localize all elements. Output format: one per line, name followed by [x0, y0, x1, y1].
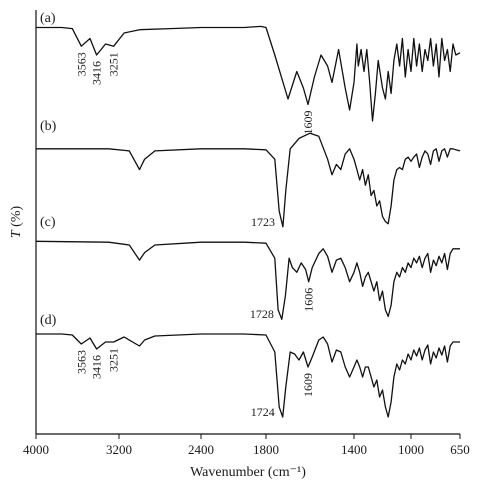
spectrum-trace-b — [36, 132, 461, 228]
spectrum-trace-d — [36, 333, 460, 418]
x-tick-label: 2400 — [188, 442, 214, 457]
x-tick-label: 1800 — [253, 442, 279, 457]
x-tick-label: 650 — [450, 442, 470, 457]
panel-label: (c) — [40, 215, 56, 230]
spectra-traces — [35, 25, 461, 418]
panel-label: (b) — [40, 119, 57, 134]
x-tick-label: 3200 — [106, 442, 132, 457]
panel-label: (a) — [40, 11, 56, 26]
plot-frame — [35, 10, 460, 435]
peak-label: 1609 — [301, 111, 315, 135]
panel-label: (d) — [40, 313, 57, 328]
x-tick-label: 4000 — [23, 442, 49, 457]
peak-label: 1606 — [302, 288, 316, 312]
peak-label: 1723 — [251, 215, 275, 229]
peak-label: 3563 — [74, 350, 88, 374]
peak-label: 1728 — [250, 307, 274, 321]
x-tick-label: 1000 — [398, 442, 424, 457]
peak-label: 3416 — [90, 355, 104, 379]
peak-label: 3251 — [107, 348, 121, 372]
x-tick-label: 1400 — [341, 442, 367, 457]
y-axis-label: T (%) — [9, 206, 24, 239]
x-axis-ticks: 4000 3200 2400 1800 1400 1000 650 — [23, 434, 470, 457]
peak-label: 3251 — [107, 52, 121, 76]
peak-label: 3563 — [74, 52, 88, 76]
panel-labels: (a) (b) (c) (d) — [40, 11, 57, 328]
x-axis-label: Wavenumber (cm⁻¹) — [190, 465, 306, 480]
peak-label: 1609 — [301, 373, 315, 397]
peak-label: 3416 — [90, 61, 104, 85]
peak-label: 1724 — [251, 405, 275, 419]
spectrum-trace-a — [36, 25, 461, 122]
spectrum-trace-c — [35, 240, 460, 320]
